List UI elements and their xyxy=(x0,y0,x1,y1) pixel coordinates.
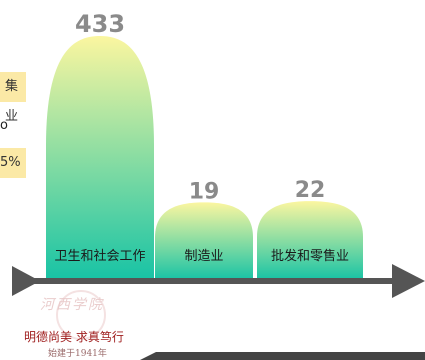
value-label-1: 433 xyxy=(75,10,125,38)
bar-2 xyxy=(155,202,253,280)
bar-1 xyxy=(46,36,154,280)
left-fragment-3: 5% xyxy=(0,148,26,178)
value-label-3: 22 xyxy=(295,178,326,203)
left-fragment-1: 集业 xyxy=(0,72,26,124)
school-logo: 河西学院 明德尚美 求真笃行 始建于1941年 xyxy=(18,288,143,360)
logo-calligraphy: 河西学院 xyxy=(40,297,104,313)
value-label-2: 19 xyxy=(189,179,220,204)
axis-right-arrow xyxy=(392,264,425,298)
axis-left-arrow xyxy=(12,266,40,296)
seal-mark xyxy=(56,290,106,340)
category-label-3: 批发和零售业 xyxy=(271,248,349,264)
category-label-1: 卫生和社会工作 xyxy=(54,248,145,264)
left-fragment-2: o xyxy=(0,118,8,133)
bar-3 xyxy=(257,201,363,280)
school-motto: 明德尚美 求真笃行 xyxy=(24,330,124,344)
x-axis-line xyxy=(28,278,400,284)
bottom-band xyxy=(140,352,425,360)
founded-year: 始建于1941年 xyxy=(48,349,107,359)
category-label-2: 制造业 xyxy=(184,249,223,264)
